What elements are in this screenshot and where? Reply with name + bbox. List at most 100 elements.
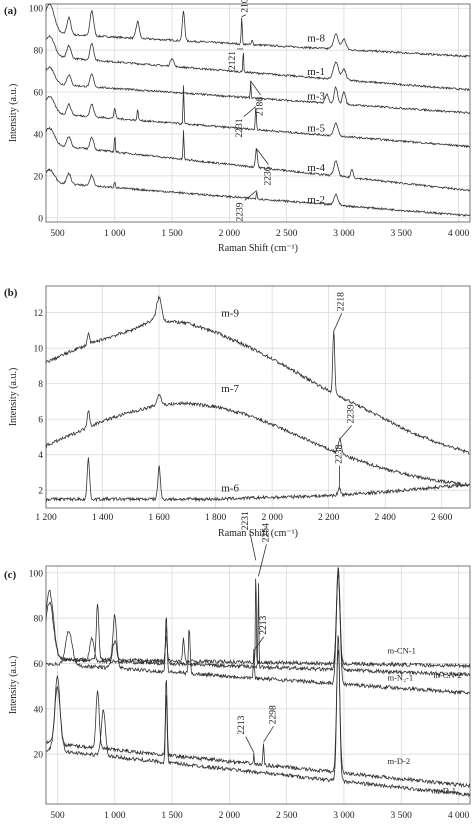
panel-a: (a) 500 1 000 1 500 2 000 2 500 3 000 3 500 4 00… xyxy=(4,0,471,254)
y-tick-label: 60 xyxy=(34,89,44,99)
peak-label: 2239 xyxy=(347,404,357,423)
x-tick-label: 1 000 xyxy=(104,811,126,821)
peak-arrow xyxy=(258,544,267,577)
y-tick-label: 0 xyxy=(38,214,43,224)
y-tick-label: 2 xyxy=(38,487,43,497)
peak-label: 2236 xyxy=(263,166,273,185)
series-label: m-9 xyxy=(221,308,239,320)
x-tick-label: 3 000 xyxy=(333,811,355,821)
y-tick-label: 8 xyxy=(38,380,43,390)
series-label: m-N₂-1 xyxy=(387,673,413,683)
y-tick-label: 40 xyxy=(34,130,44,140)
x-tick-label: 1 200 xyxy=(35,513,57,523)
peak-label: 2213 xyxy=(237,715,247,734)
series-label: m-CN-1 xyxy=(387,645,415,655)
x-tick-label: 3 500 xyxy=(391,229,413,239)
x-tick-label: 1 400 xyxy=(92,513,114,523)
x-axis-title: Raman Shift (cm⁻¹) xyxy=(218,243,298,254)
peak-label: 2231 xyxy=(241,511,251,530)
y-tick-label: 10 xyxy=(34,345,44,355)
series-label: m-D-2 xyxy=(387,756,410,766)
peak-arrow xyxy=(244,190,257,201)
y-tick-label: 20 xyxy=(34,172,44,182)
y-tick-label: 80 xyxy=(34,47,44,57)
x-tick-label: 1 500 xyxy=(161,229,183,239)
peak-label: 2121 xyxy=(228,51,238,70)
x-tick-label: 2 000 xyxy=(261,513,283,523)
x-tick-label: 1 000 xyxy=(104,229,126,239)
x-tick-label: 2 000 xyxy=(219,811,241,821)
x-tick-label: 2 500 xyxy=(276,229,298,239)
panel-label: (b) xyxy=(4,287,18,299)
y-tick-label: 60 xyxy=(34,660,44,670)
series-label: m-1 xyxy=(307,66,325,78)
peak-arrow xyxy=(256,148,269,165)
peak-arrow xyxy=(243,106,257,117)
peak-arrow xyxy=(241,14,246,18)
series-label: m-4 xyxy=(307,162,325,174)
series-label: m-CN-2 xyxy=(433,670,461,680)
peak-label: 2218 xyxy=(337,292,347,311)
series-line xyxy=(45,648,471,789)
y-tick-label: 80 xyxy=(34,615,44,625)
series-line xyxy=(45,66,471,115)
peak-label: 2239 xyxy=(236,202,246,221)
y-tick-label: 40 xyxy=(34,705,44,715)
series-line xyxy=(45,126,471,192)
peak-arrow xyxy=(249,532,257,561)
x-tick-label: 4 000 xyxy=(448,229,470,239)
series-label: m-2 xyxy=(307,194,325,206)
series-line xyxy=(45,635,471,798)
series-line xyxy=(45,457,470,503)
x-tick-label: 2 400 xyxy=(375,513,397,523)
series-line xyxy=(46,85,471,149)
peak-arrow xyxy=(339,425,352,440)
peak-arrow xyxy=(263,726,274,743)
x-tick-label: 3 000 xyxy=(333,229,355,239)
panel-c: (c) 500 1 000 1 500 2 000 2 500 3 000 3 500 4 00… xyxy=(4,511,471,821)
series-line xyxy=(45,294,470,455)
peak-label: 2238 xyxy=(334,445,344,464)
y-tick-label: 20 xyxy=(34,751,44,761)
series-line xyxy=(45,3,471,59)
peak-arrow xyxy=(250,80,261,96)
plot-frame xyxy=(45,285,471,509)
panel-label: (c) xyxy=(4,569,17,581)
peak-arrow xyxy=(253,636,265,651)
x-tick-label: 1 800 xyxy=(205,513,227,523)
peak-arrow xyxy=(245,736,255,753)
series-line xyxy=(45,572,471,669)
x-tick-label: 500 xyxy=(50,229,65,239)
y-tick-label: 100 xyxy=(29,5,44,15)
peak-label: 2108 xyxy=(241,0,251,13)
series-label: m-3 xyxy=(307,91,325,103)
x-tick-label: 4 000 xyxy=(448,811,470,821)
series-line xyxy=(45,393,470,487)
series-label: m-8 xyxy=(307,32,325,44)
x-tick-label: 3 500 xyxy=(391,811,413,821)
peak-label: 2186 xyxy=(256,97,266,116)
series-line xyxy=(46,168,471,217)
series-label: m-6 xyxy=(221,483,239,495)
x-tick-label: 500 xyxy=(50,811,65,821)
y-axis-title: Intensity (a.u.) xyxy=(8,368,19,427)
series-line xyxy=(45,34,471,92)
y-axis-title: Intensity (a.u.) xyxy=(8,656,19,715)
x-tick-label: 2 600 xyxy=(431,513,453,523)
y-tick-label: 100 xyxy=(29,569,44,579)
peak-label: 2254 xyxy=(261,523,271,542)
series-label: m-5 xyxy=(307,123,325,135)
peak-label: 2298 xyxy=(269,705,279,724)
peak-label: 2231 xyxy=(235,118,245,137)
panel-label: (a) xyxy=(4,5,17,17)
x-tick-label: 2 200 xyxy=(318,513,340,523)
y-axis-title: Intensity (a.u.) xyxy=(8,84,19,143)
panel-b: (b) 1 200 1 400 1 600 1 800 2 000 2 200 2 400 2 … xyxy=(4,285,471,539)
series-label: m-D-1 xyxy=(433,786,456,796)
x-axis-title: Raman Shift (cm⁻¹) xyxy=(218,528,298,539)
plot-frame xyxy=(45,565,471,805)
x-tick-label: 2 000 xyxy=(219,229,241,239)
y-tick-label: 12 xyxy=(34,309,44,319)
peak-arrow xyxy=(333,313,343,332)
